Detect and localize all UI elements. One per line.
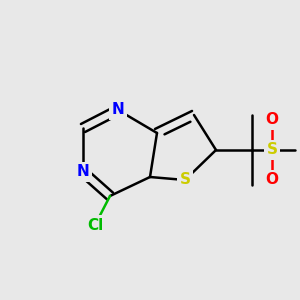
Text: Cl: Cl bbox=[87, 218, 103, 232]
Text: N: N bbox=[112, 103, 124, 118]
Text: O: O bbox=[266, 172, 278, 188]
Text: S: S bbox=[266, 142, 278, 158]
Text: O: O bbox=[266, 112, 278, 128]
Text: S: S bbox=[179, 172, 191, 188]
Text: N: N bbox=[76, 164, 89, 179]
